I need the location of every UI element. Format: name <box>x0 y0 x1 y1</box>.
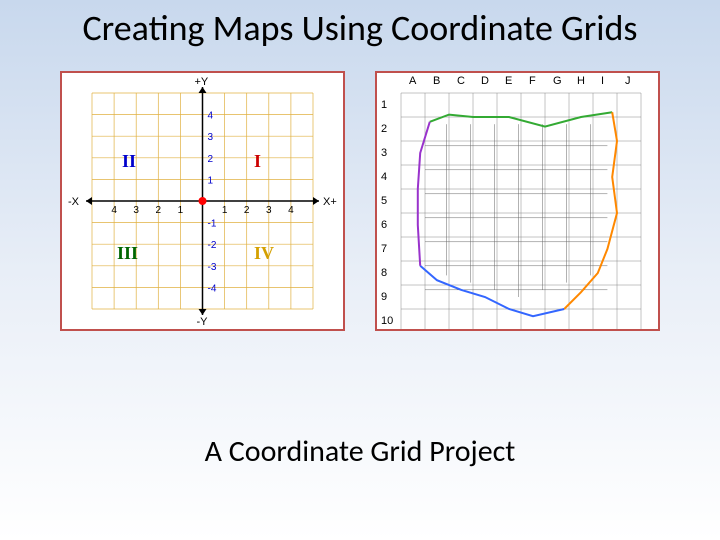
slide-subtitle: A Coordinate Grid Project <box>0 433 720 470</box>
svg-text:X+: X+ <box>323 196 337 208</box>
map-col-label-J: J <box>625 75 631 87</box>
map-col-label-F: F <box>529 75 536 87</box>
svg-text:2: 2 <box>244 205 250 216</box>
map-col-label-H: H <box>577 75 585 87</box>
map-col-label-C: C <box>457 75 465 87</box>
svg-text:+Y: +Y <box>195 76 209 88</box>
map-col-label-E: E <box>505 75 512 87</box>
map-row-label-9: 9 <box>381 291 387 303</box>
coordinate-grid-panel: 43211234 4321-1-2-3-4 +Y-YX+-X IIIIIIIV <box>60 71 345 331</box>
map-row-label-4: 4 <box>381 171 387 183</box>
svg-text:-X: -X <box>68 196 80 208</box>
map-row-label-1: 1 <box>381 99 387 111</box>
svg-text:4: 4 <box>208 111 214 122</box>
map-row-label-6: 6 <box>381 219 387 231</box>
map-row-label-10: 10 <box>381 315 393 327</box>
svg-text:3: 3 <box>133 205 139 216</box>
svg-text:1: 1 <box>222 205 228 216</box>
slide-title: Creating Maps Using Coordinate Grids <box>0 0 720 49</box>
quadrant-label-I: I <box>254 151 261 172</box>
svg-text:3: 3 <box>266 205 272 216</box>
svg-text:4: 4 <box>111 205 117 216</box>
svg-text:2: 2 <box>208 154 214 165</box>
map-col-label-D: D <box>481 75 489 87</box>
map-col-label-G: G <box>553 75 562 87</box>
svg-text:-Y: -Y <box>197 316 209 328</box>
quadrant-label-IV: IV <box>254 243 274 264</box>
svg-text:-3: -3 <box>208 262 217 273</box>
map-row-label-7: 7 <box>381 243 387 255</box>
svg-text:1: 1 <box>208 176 214 187</box>
map-col-label-B: B <box>433 75 440 87</box>
map-col-label-A: A <box>409 75 416 87</box>
map-row-label-2: 2 <box>381 123 387 135</box>
svg-text:2: 2 <box>156 205 162 216</box>
map-col-label-I: I <box>601 75 604 87</box>
map-row-label-8: 8 <box>381 267 387 279</box>
map-grid-panel: A B C D E F G H I J 1 2 3 4 5 6 7 8 9 10 <box>375 71 660 331</box>
panels-container: 43211234 4321-1-2-3-4 +Y-YX+-X IIIIIIIV … <box>0 71 720 331</box>
svg-text:3: 3 <box>208 133 214 144</box>
map-row-label-5: 5 <box>381 195 387 207</box>
quadrant-label-III: III <box>117 243 138 264</box>
svg-text:1: 1 <box>178 205 184 216</box>
svg-text:-1: -1 <box>208 219 217 230</box>
svg-text:-2: -2 <box>208 241 217 252</box>
svg-text:4: 4 <box>288 205 294 216</box>
quadrant-label-II: II <box>122 151 136 172</box>
svg-text:-4: -4 <box>208 284 217 295</box>
map-row-label-3: 3 <box>381 147 387 159</box>
coordinate-plane-svg: 4 3 2 1 1 2 3 4 4 3 2 1 -1 -2 -3 -4 +Y -Y X+ -X <box>62 73 343 329</box>
map-svg <box>377 73 658 329</box>
